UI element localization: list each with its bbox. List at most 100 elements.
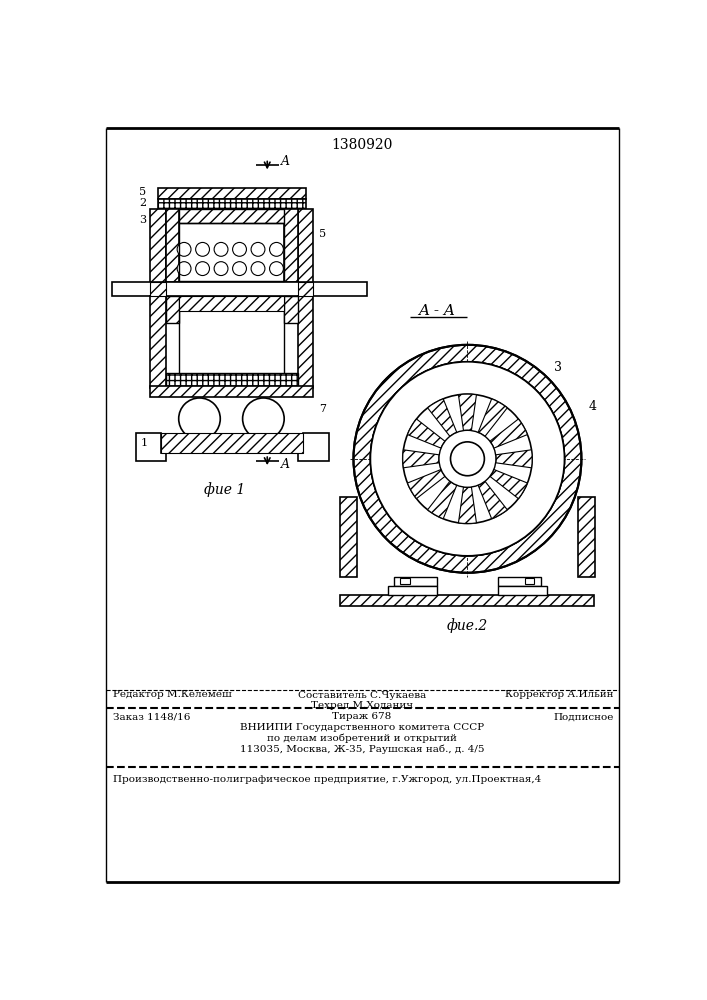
Text: Корректор А.Ильин: Корректор А.Ильин — [506, 690, 614, 699]
Text: Заказ 1148/16: Заказ 1148/16 — [113, 712, 191, 721]
Bar — [158, 199, 305, 215]
Bar — [395, 577, 437, 586]
Wedge shape — [428, 399, 457, 436]
Circle shape — [251, 242, 265, 256]
Wedge shape — [455, 345, 462, 362]
Wedge shape — [369, 397, 386, 410]
Wedge shape — [444, 346, 452, 364]
Text: Редактор М.Келемеш: Редактор М.Келемеш — [113, 690, 232, 699]
Wedge shape — [493, 551, 503, 569]
Wedge shape — [372, 512, 389, 526]
Bar — [180, 209, 284, 223]
Polygon shape — [339, 497, 357, 577]
Wedge shape — [478, 481, 507, 519]
Bar — [165, 209, 180, 282]
Wedge shape — [490, 469, 527, 499]
Text: фие 1: фие 1 — [204, 482, 245, 497]
Wedge shape — [375, 387, 392, 402]
Bar — [340, 595, 595, 606]
Text: 1: 1 — [141, 438, 148, 448]
Wedge shape — [407, 469, 445, 499]
Circle shape — [439, 430, 496, 487]
Wedge shape — [458, 394, 477, 431]
Circle shape — [177, 242, 191, 256]
Wedge shape — [354, 441, 372, 449]
Bar — [150, 296, 165, 388]
Wedge shape — [556, 412, 574, 424]
Wedge shape — [496, 450, 532, 468]
Text: 5: 5 — [319, 229, 326, 239]
Circle shape — [251, 262, 265, 276]
Circle shape — [243, 398, 284, 440]
Circle shape — [370, 362, 564, 556]
Wedge shape — [511, 543, 525, 560]
Wedge shape — [363, 407, 381, 419]
Wedge shape — [356, 429, 374, 439]
Bar — [298, 209, 313, 286]
Text: Подписное: Подписное — [554, 712, 614, 721]
Wedge shape — [532, 374, 548, 390]
Bar — [298, 282, 313, 296]
Wedge shape — [536, 524, 552, 539]
Wedge shape — [458, 487, 477, 523]
Wedge shape — [564, 459, 581, 465]
Bar — [165, 373, 298, 386]
Text: 2: 2 — [139, 198, 146, 208]
Circle shape — [196, 262, 209, 276]
Circle shape — [214, 242, 228, 256]
Wedge shape — [361, 494, 379, 505]
Bar — [284, 296, 298, 323]
Wedge shape — [407, 419, 445, 448]
Wedge shape — [549, 507, 566, 521]
Circle shape — [196, 242, 209, 256]
Bar — [298, 296, 313, 388]
Wedge shape — [396, 534, 411, 551]
Circle shape — [269, 262, 284, 276]
Wedge shape — [546, 392, 563, 406]
Text: A - A: A - A — [419, 304, 455, 318]
Wedge shape — [450, 555, 457, 572]
Wedge shape — [405, 540, 419, 557]
Wedge shape — [498, 350, 508, 368]
Wedge shape — [359, 418, 377, 429]
Polygon shape — [578, 497, 595, 577]
Wedge shape — [520, 537, 534, 554]
Wedge shape — [561, 479, 579, 488]
Wedge shape — [478, 345, 485, 363]
Wedge shape — [379, 520, 395, 535]
Wedge shape — [516, 360, 530, 377]
Wedge shape — [551, 402, 569, 415]
Wedge shape — [488, 347, 497, 365]
Bar — [158, 188, 305, 199]
Wedge shape — [525, 367, 539, 383]
Bar — [498, 586, 547, 595]
Bar — [180, 296, 284, 311]
Text: 7: 7 — [319, 404, 326, 414]
Polygon shape — [136, 433, 329, 461]
Text: A: A — [281, 155, 290, 168]
Wedge shape — [563, 469, 580, 477]
Bar — [161, 433, 303, 453]
Bar — [498, 577, 541, 586]
Wedge shape — [564, 447, 581, 454]
Wedge shape — [428, 481, 457, 519]
Wedge shape — [421, 352, 433, 370]
Wedge shape — [560, 424, 578, 434]
Wedge shape — [467, 345, 474, 362]
Circle shape — [370, 362, 564, 556]
Wedge shape — [432, 349, 443, 367]
Wedge shape — [543, 516, 560, 531]
Text: 3: 3 — [554, 361, 563, 374]
Text: Техред М.Ходанич: Техред М.Ходанич — [311, 701, 413, 710]
Text: фие.2: фие.2 — [447, 618, 488, 633]
Circle shape — [179, 398, 221, 440]
Bar — [112, 282, 368, 296]
Circle shape — [450, 442, 484, 476]
Wedge shape — [366, 503, 383, 516]
Text: ВНИИПИ Государственного комитета СССР: ВНИИПИ Государственного комитета СССР — [240, 723, 484, 732]
Wedge shape — [558, 489, 575, 500]
Wedge shape — [554, 498, 571, 511]
Bar — [180, 223, 284, 281]
Wedge shape — [462, 556, 467, 573]
Wedge shape — [403, 450, 439, 468]
